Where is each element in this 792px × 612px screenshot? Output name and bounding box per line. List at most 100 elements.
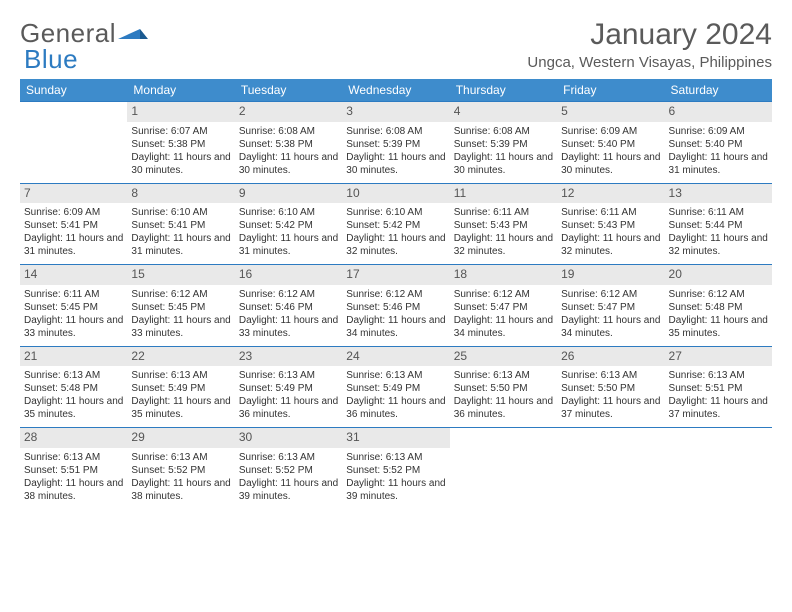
day-number: 27 xyxy=(665,347,772,367)
day-cell: 28Sunrise: 6:13 AMSunset: 5:51 PMDayligh… xyxy=(20,428,127,509)
day-cell: 3Sunrise: 6:08 AMSunset: 5:39 PMDaylight… xyxy=(342,102,449,184)
sunset-text: Sunset: 5:49 PM xyxy=(346,382,445,395)
daylight-text: Daylight: 11 hours and 39 minutes. xyxy=(239,477,338,503)
daylight-text: Daylight: 11 hours and 31 minutes. xyxy=(669,151,768,177)
day-cell: 21Sunrise: 6:13 AMSunset: 5:48 PMDayligh… xyxy=(20,346,127,428)
sunrise-text: Sunrise: 6:13 AM xyxy=(346,369,445,382)
sunrise-text: Sunrise: 6:11 AM xyxy=(561,206,660,219)
daylight-text: Daylight: 11 hours and 32 minutes. xyxy=(561,232,660,258)
day-number: 24 xyxy=(342,347,449,367)
sunset-text: Sunset: 5:51 PM xyxy=(669,382,768,395)
sunset-text: Sunset: 5:41 PM xyxy=(24,219,123,232)
sunset-text: Sunset: 5:49 PM xyxy=(239,382,338,395)
day-cell: 7Sunrise: 6:09 AMSunset: 5:41 PMDaylight… xyxy=(20,183,127,265)
day-cell xyxy=(450,428,557,509)
sunrise-text: Sunrise: 6:13 AM xyxy=(561,369,660,382)
day-cell: 11Sunrise: 6:11 AMSunset: 5:43 PMDayligh… xyxy=(450,183,557,265)
sunrise-text: Sunrise: 6:13 AM xyxy=(239,451,338,464)
day-cell: 13Sunrise: 6:11 AMSunset: 5:44 PMDayligh… xyxy=(665,183,772,265)
daylight-text: Daylight: 11 hours and 30 minutes. xyxy=(239,151,338,177)
sunrise-text: Sunrise: 6:11 AM xyxy=(24,288,123,301)
day-number: 15 xyxy=(127,265,234,285)
brand-mark-icon xyxy=(118,21,148,46)
sunrise-text: Sunrise: 6:12 AM xyxy=(346,288,445,301)
sunrise-text: Sunrise: 6:08 AM xyxy=(346,125,445,138)
day-number: 29 xyxy=(127,428,234,448)
day-cell: 24Sunrise: 6:13 AMSunset: 5:49 PMDayligh… xyxy=(342,346,449,428)
brand-word2-wrap: Blue xyxy=(24,44,78,75)
sunset-text: Sunset: 5:50 PM xyxy=(454,382,553,395)
week-row: 7Sunrise: 6:09 AMSunset: 5:41 PMDaylight… xyxy=(20,183,772,265)
dayhead-sat: Saturday xyxy=(665,79,772,102)
daylight-text: Daylight: 11 hours and 34 minutes. xyxy=(454,314,553,340)
sunrise-text: Sunrise: 6:13 AM xyxy=(239,369,338,382)
sunrise-text: Sunrise: 6:10 AM xyxy=(239,206,338,219)
day-cell: 10Sunrise: 6:10 AMSunset: 5:42 PMDayligh… xyxy=(342,183,449,265)
day-number: 20 xyxy=(665,265,772,285)
day-number: 8 xyxy=(127,184,234,204)
daylight-text: Daylight: 11 hours and 35 minutes. xyxy=(24,395,123,421)
day-cell: 1Sunrise: 6:07 AMSunset: 5:38 PMDaylight… xyxy=(127,102,234,184)
daylight-text: Daylight: 11 hours and 30 minutes. xyxy=(454,151,553,177)
sunset-text: Sunset: 5:45 PM xyxy=(24,301,123,314)
sunrise-text: Sunrise: 6:12 AM xyxy=(239,288,338,301)
sunset-text: Sunset: 5:46 PM xyxy=(239,301,338,314)
day-cell: 18Sunrise: 6:12 AMSunset: 5:47 PMDayligh… xyxy=(450,265,557,347)
day-number: 19 xyxy=(557,265,664,285)
day-number: 3 xyxy=(342,102,449,122)
day-number: 18 xyxy=(450,265,557,285)
sunset-text: Sunset: 5:40 PM xyxy=(669,138,768,151)
sunrise-text: Sunrise: 6:09 AM xyxy=(669,125,768,138)
sunrise-text: Sunrise: 6:12 AM xyxy=(561,288,660,301)
sunrise-text: Sunrise: 6:07 AM xyxy=(131,125,230,138)
day-cell: 19Sunrise: 6:12 AMSunset: 5:47 PMDayligh… xyxy=(557,265,664,347)
sunset-text: Sunset: 5:41 PM xyxy=(131,219,230,232)
dayhead-tue: Tuesday xyxy=(235,79,342,102)
sunrise-text: Sunrise: 6:13 AM xyxy=(131,451,230,464)
day-cell: 12Sunrise: 6:11 AMSunset: 5:43 PMDayligh… xyxy=(557,183,664,265)
day-number: 22 xyxy=(127,347,234,367)
calendar-page: General January 2024 Ungca, Western Visa… xyxy=(0,0,792,527)
day-number: 1 xyxy=(127,102,234,122)
daylight-text: Daylight: 11 hours and 31 minutes. xyxy=(131,232,230,258)
sunrise-text: Sunrise: 6:12 AM xyxy=(454,288,553,301)
week-row: 14Sunrise: 6:11 AMSunset: 5:45 PMDayligh… xyxy=(20,265,772,347)
day-number: 14 xyxy=(20,265,127,285)
day-number: 13 xyxy=(665,184,772,204)
day-number: 30 xyxy=(235,428,342,448)
sunrise-text: Sunrise: 6:10 AM xyxy=(131,206,230,219)
day-cell: 15Sunrise: 6:12 AMSunset: 5:45 PMDayligh… xyxy=(127,265,234,347)
sunrise-text: Sunrise: 6:11 AM xyxy=(454,206,553,219)
sunset-text: Sunset: 5:45 PM xyxy=(131,301,230,314)
daylight-text: Daylight: 11 hours and 36 minutes. xyxy=(239,395,338,421)
day-cell: 25Sunrise: 6:13 AMSunset: 5:50 PMDayligh… xyxy=(450,346,557,428)
day-cell xyxy=(20,102,127,184)
sunrise-text: Sunrise: 6:09 AM xyxy=(24,206,123,219)
sunset-text: Sunset: 5:52 PM xyxy=(239,464,338,477)
sunrise-text: Sunrise: 6:10 AM xyxy=(346,206,445,219)
week-row: 28Sunrise: 6:13 AMSunset: 5:51 PMDayligh… xyxy=(20,428,772,509)
calendar-table: Sunday Monday Tuesday Wednesday Thursday… xyxy=(20,79,772,509)
week-row: 21Sunrise: 6:13 AMSunset: 5:48 PMDayligh… xyxy=(20,346,772,428)
daylight-text: Daylight: 11 hours and 34 minutes. xyxy=(346,314,445,340)
sunset-text: Sunset: 5:38 PM xyxy=(239,138,338,151)
daylight-text: Daylight: 11 hours and 33 minutes. xyxy=(239,314,338,340)
daylight-text: Daylight: 11 hours and 31 minutes. xyxy=(239,232,338,258)
day-cell xyxy=(665,428,772,509)
daylight-text: Daylight: 11 hours and 39 minutes. xyxy=(346,477,445,503)
sunset-text: Sunset: 5:40 PM xyxy=(561,138,660,151)
daylight-text: Daylight: 11 hours and 30 minutes. xyxy=(131,151,230,177)
sunrise-text: Sunrise: 6:12 AM xyxy=(131,288,230,301)
daylight-text: Daylight: 11 hours and 30 minutes. xyxy=(346,151,445,177)
day-cell: 4Sunrise: 6:08 AMSunset: 5:39 PMDaylight… xyxy=(450,102,557,184)
sunrise-text: Sunrise: 6:12 AM xyxy=(669,288,768,301)
sunset-text: Sunset: 5:46 PM xyxy=(346,301,445,314)
day-number: 12 xyxy=(557,184,664,204)
day-number: 7 xyxy=(20,184,127,204)
sunset-text: Sunset: 5:44 PM xyxy=(669,219,768,232)
daylight-text: Daylight: 11 hours and 35 minutes. xyxy=(131,395,230,421)
sunrise-text: Sunrise: 6:13 AM xyxy=(24,451,123,464)
daylight-text: Daylight: 11 hours and 37 minutes. xyxy=(669,395,768,421)
daylight-text: Daylight: 11 hours and 32 minutes. xyxy=(454,232,553,258)
sunrise-text: Sunrise: 6:13 AM xyxy=(24,369,123,382)
